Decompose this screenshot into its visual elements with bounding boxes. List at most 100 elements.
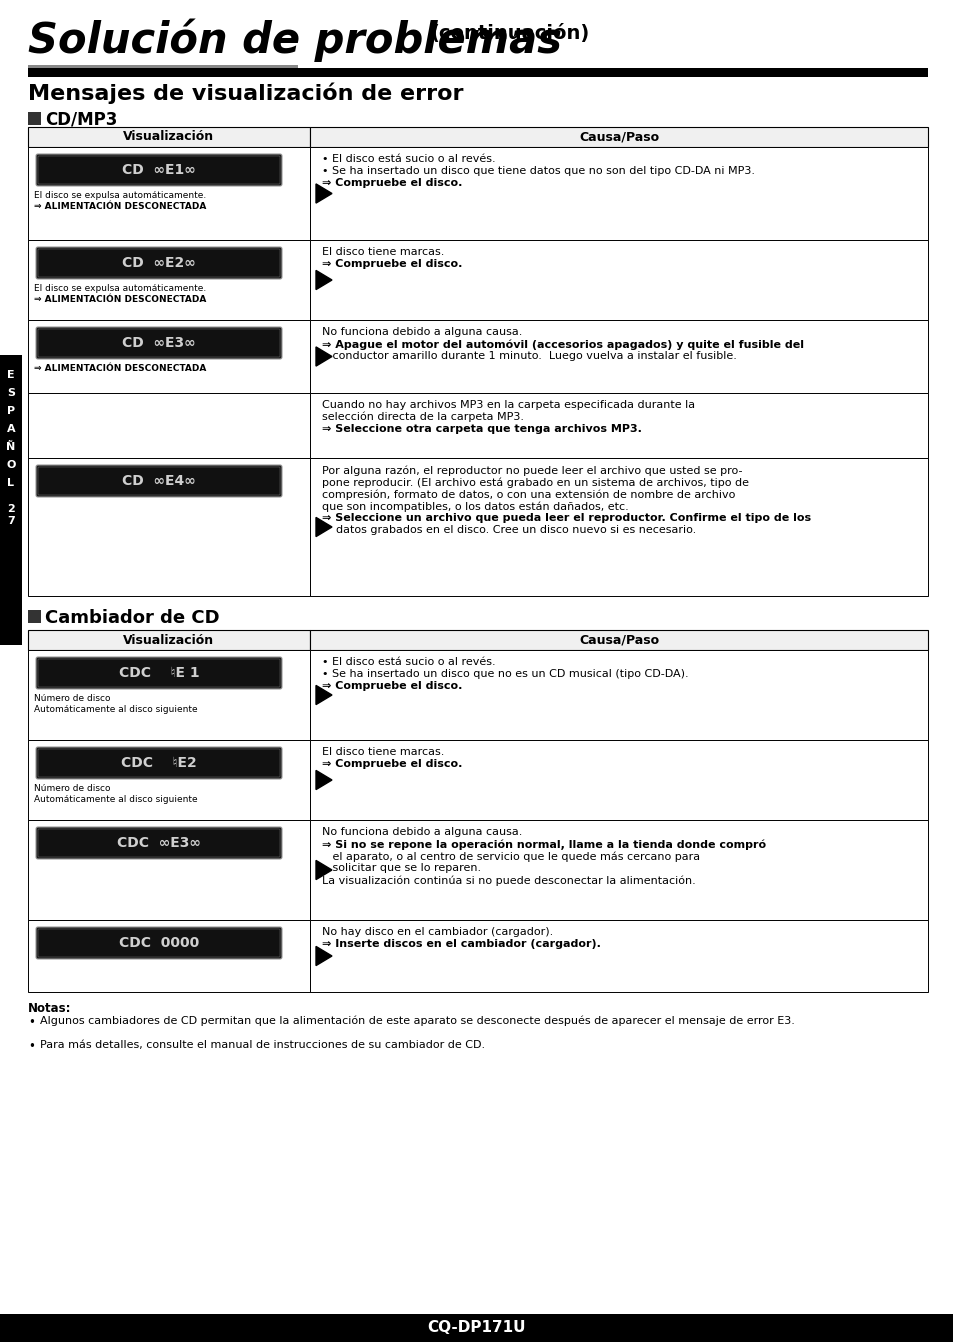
Text: El disco tiene marcas.: El disco tiene marcas. bbox=[322, 747, 444, 757]
Text: ⇒ Compruebe el disco.: ⇒ Compruebe el disco. bbox=[322, 760, 462, 769]
Bar bbox=[28, 127, 310, 148]
FancyBboxPatch shape bbox=[38, 156, 280, 184]
Text: Causa/Paso: Causa/Paso bbox=[578, 130, 659, 144]
Polygon shape bbox=[315, 184, 332, 203]
Text: Para más detalles, consulte el manual de instrucciones de su cambiador de CD.: Para más detalles, consulte el manual de… bbox=[40, 1040, 485, 1049]
Bar bbox=[28, 458, 310, 596]
Text: el aparato, o al centro de servicio que le quede más cercano para: el aparato, o al centro de servicio que … bbox=[322, 851, 700, 862]
Text: • Se ha insertado un disco que tiene datos que no son del tipo CD-DA ni MP3.: • Se ha insertado un disco que tiene dat… bbox=[322, 166, 754, 176]
Bar bbox=[28, 111, 41, 125]
FancyBboxPatch shape bbox=[36, 154, 282, 187]
Bar bbox=[28, 68, 927, 76]
FancyBboxPatch shape bbox=[38, 659, 280, 687]
Text: CD  ∞E3∞: CD ∞E3∞ bbox=[122, 336, 195, 350]
Text: El disco se expulsa automáticamente.: El disco se expulsa automáticamente. bbox=[34, 285, 206, 293]
Text: ⇒ Compruebe el disco.: ⇒ Compruebe el disco. bbox=[322, 680, 462, 691]
Bar bbox=[310, 148, 927, 240]
Text: CDC  ∞E3∞: CDC ∞E3∞ bbox=[117, 836, 201, 849]
Text: CDC    ♮E2: CDC ♮E2 bbox=[121, 756, 196, 770]
Bar bbox=[28, 148, 310, 240]
FancyBboxPatch shape bbox=[36, 927, 282, 960]
Text: •: • bbox=[28, 1016, 35, 1029]
Text: • El disco está sucio o al revés.: • El disco está sucio o al revés. bbox=[322, 658, 496, 667]
Text: Algunos cambiadores de CD permitan que la alimentación de este aparato se descon: Algunos cambiadores de CD permitan que l… bbox=[40, 1016, 794, 1027]
Polygon shape bbox=[315, 860, 332, 879]
Text: ⇒ Apague el motor del automóvil (accesorios apagados) y quite el fusible del: ⇒ Apague el motor del automóvil (accesor… bbox=[322, 340, 803, 349]
Text: Automáticamente al disco siguiente: Automáticamente al disco siguiente bbox=[34, 705, 197, 714]
Bar bbox=[310, 458, 927, 596]
Text: La visualización continúa si no puede desconectar la alimentación.: La visualización continúa si no puede de… bbox=[322, 875, 695, 886]
FancyBboxPatch shape bbox=[38, 250, 280, 276]
Polygon shape bbox=[315, 770, 332, 789]
Text: CQ-DP171U: CQ-DP171U bbox=[427, 1321, 526, 1335]
Text: CD/MP3: CD/MP3 bbox=[45, 111, 117, 129]
Text: Automáticamente al disco siguiente: Automáticamente al disco siguiente bbox=[34, 794, 197, 804]
Bar bbox=[310, 739, 927, 820]
Text: Cuando no hay archivos MP3 en la carpeta especificada durante la: Cuando no hay archivos MP3 en la carpeta… bbox=[322, 400, 695, 411]
Text: Causa/Paso: Causa/Paso bbox=[578, 633, 659, 647]
Polygon shape bbox=[315, 346, 332, 366]
Polygon shape bbox=[315, 270, 332, 290]
Text: P: P bbox=[7, 407, 15, 416]
Bar bbox=[28, 739, 310, 820]
Text: 2: 2 bbox=[7, 505, 15, 514]
Text: No hay disco en el cambiador (cargador).: No hay disco en el cambiador (cargador). bbox=[322, 927, 553, 937]
Text: Solución de problemas: Solución de problemas bbox=[28, 17, 561, 62]
FancyBboxPatch shape bbox=[38, 929, 280, 957]
Text: Notas:: Notas: bbox=[28, 1002, 71, 1015]
Bar bbox=[310, 393, 927, 458]
FancyBboxPatch shape bbox=[38, 329, 280, 357]
Text: ⇒ ALIMENTACIÓN DESCONECTADA: ⇒ ALIMENTACIÓN DESCONECTADA bbox=[34, 295, 206, 305]
FancyBboxPatch shape bbox=[36, 827, 282, 859]
Bar bbox=[28, 393, 310, 458]
Text: ⇒ Inserte discos en el cambiador (cargador).: ⇒ Inserte discos en el cambiador (cargad… bbox=[322, 939, 600, 949]
Text: ⇒ Seleccione otra carpeta que tenga archivos MP3.: ⇒ Seleccione otra carpeta que tenga arch… bbox=[322, 424, 641, 433]
Bar bbox=[310, 650, 927, 739]
Text: conductor amarillo durante 1 minuto.  Luego vuelva a instalar el fusible.: conductor amarillo durante 1 minuto. Lue… bbox=[322, 352, 736, 361]
Text: Ñ: Ñ bbox=[7, 442, 15, 452]
Bar bbox=[28, 319, 310, 393]
Bar bbox=[310, 820, 927, 921]
Bar bbox=[28, 64, 297, 68]
Polygon shape bbox=[315, 518, 332, 537]
Bar bbox=[310, 127, 927, 148]
Text: A: A bbox=[7, 424, 15, 433]
Text: • Se ha insertado un disco que no es un CD musical (tipo CD-DA).: • Se ha insertado un disco que no es un … bbox=[322, 670, 688, 679]
Text: selección directa de la carpeta MP3.: selección directa de la carpeta MP3. bbox=[322, 412, 523, 423]
FancyBboxPatch shape bbox=[36, 464, 282, 497]
Text: que son incompatibles, o los datos están dañados, etc.: que son incompatibles, o los datos están… bbox=[322, 501, 628, 511]
Text: CD  ∞E1∞: CD ∞E1∞ bbox=[122, 162, 195, 177]
FancyBboxPatch shape bbox=[36, 327, 282, 360]
Text: ⇒ ALIMENTACIÓN DESCONECTADA: ⇒ ALIMENTACIÓN DESCONECTADA bbox=[34, 203, 206, 211]
Text: CD  ∞E4∞: CD ∞E4∞ bbox=[122, 474, 195, 488]
Text: E: E bbox=[8, 370, 15, 380]
FancyBboxPatch shape bbox=[36, 247, 282, 279]
Text: El disco se expulsa automáticamente.: El disco se expulsa automáticamente. bbox=[34, 191, 206, 200]
Text: No funciona debido a alguna causa.: No funciona debido a alguna causa. bbox=[322, 827, 522, 837]
Polygon shape bbox=[315, 946, 332, 966]
Bar bbox=[310, 921, 927, 992]
Text: O: O bbox=[7, 460, 15, 470]
Text: • El disco está sucio o al revés.: • El disco está sucio o al revés. bbox=[322, 154, 496, 164]
Text: Visualización: Visualización bbox=[123, 633, 214, 647]
Text: 100: 100 bbox=[28, 1321, 57, 1335]
Text: CDC  0000: CDC 0000 bbox=[119, 935, 199, 950]
Text: Visualización: Visualización bbox=[123, 130, 214, 144]
Text: ⇒ ALIMENTACIÓN DESCONECTADA: ⇒ ALIMENTACIÓN DESCONECTADA bbox=[34, 364, 206, 373]
FancyBboxPatch shape bbox=[36, 747, 282, 778]
Polygon shape bbox=[315, 686, 332, 705]
Text: ⇒ Si no se repone la operación normal, llame a la tienda donde compró: ⇒ Si no se repone la operación normal, l… bbox=[322, 839, 765, 849]
Text: pone reproducir. (El archivo está grabado en un sistema de archivos, tipo de: pone reproducir. (El archivo está grabad… bbox=[322, 476, 748, 487]
Text: compresión, formato de datos, o con una extensión de nombre de archivo: compresión, formato de datos, o con una … bbox=[322, 488, 735, 499]
Text: Número de disco: Número de disco bbox=[34, 694, 111, 703]
Text: 7: 7 bbox=[7, 517, 15, 526]
Text: Por alguna razón, el reproductor no puede leer el archivo que usted se pro-: Por alguna razón, el reproductor no pued… bbox=[322, 464, 741, 475]
FancyBboxPatch shape bbox=[38, 749, 280, 777]
Text: No funciona debido a alguna causa.: No funciona debido a alguna causa. bbox=[322, 327, 522, 337]
Bar bbox=[28, 921, 310, 992]
Bar bbox=[28, 820, 310, 921]
Text: 100: 100 bbox=[28, 1321, 57, 1335]
Bar bbox=[0, 356, 22, 646]
Bar bbox=[0, 1314, 953, 1342]
Bar bbox=[28, 629, 310, 650]
